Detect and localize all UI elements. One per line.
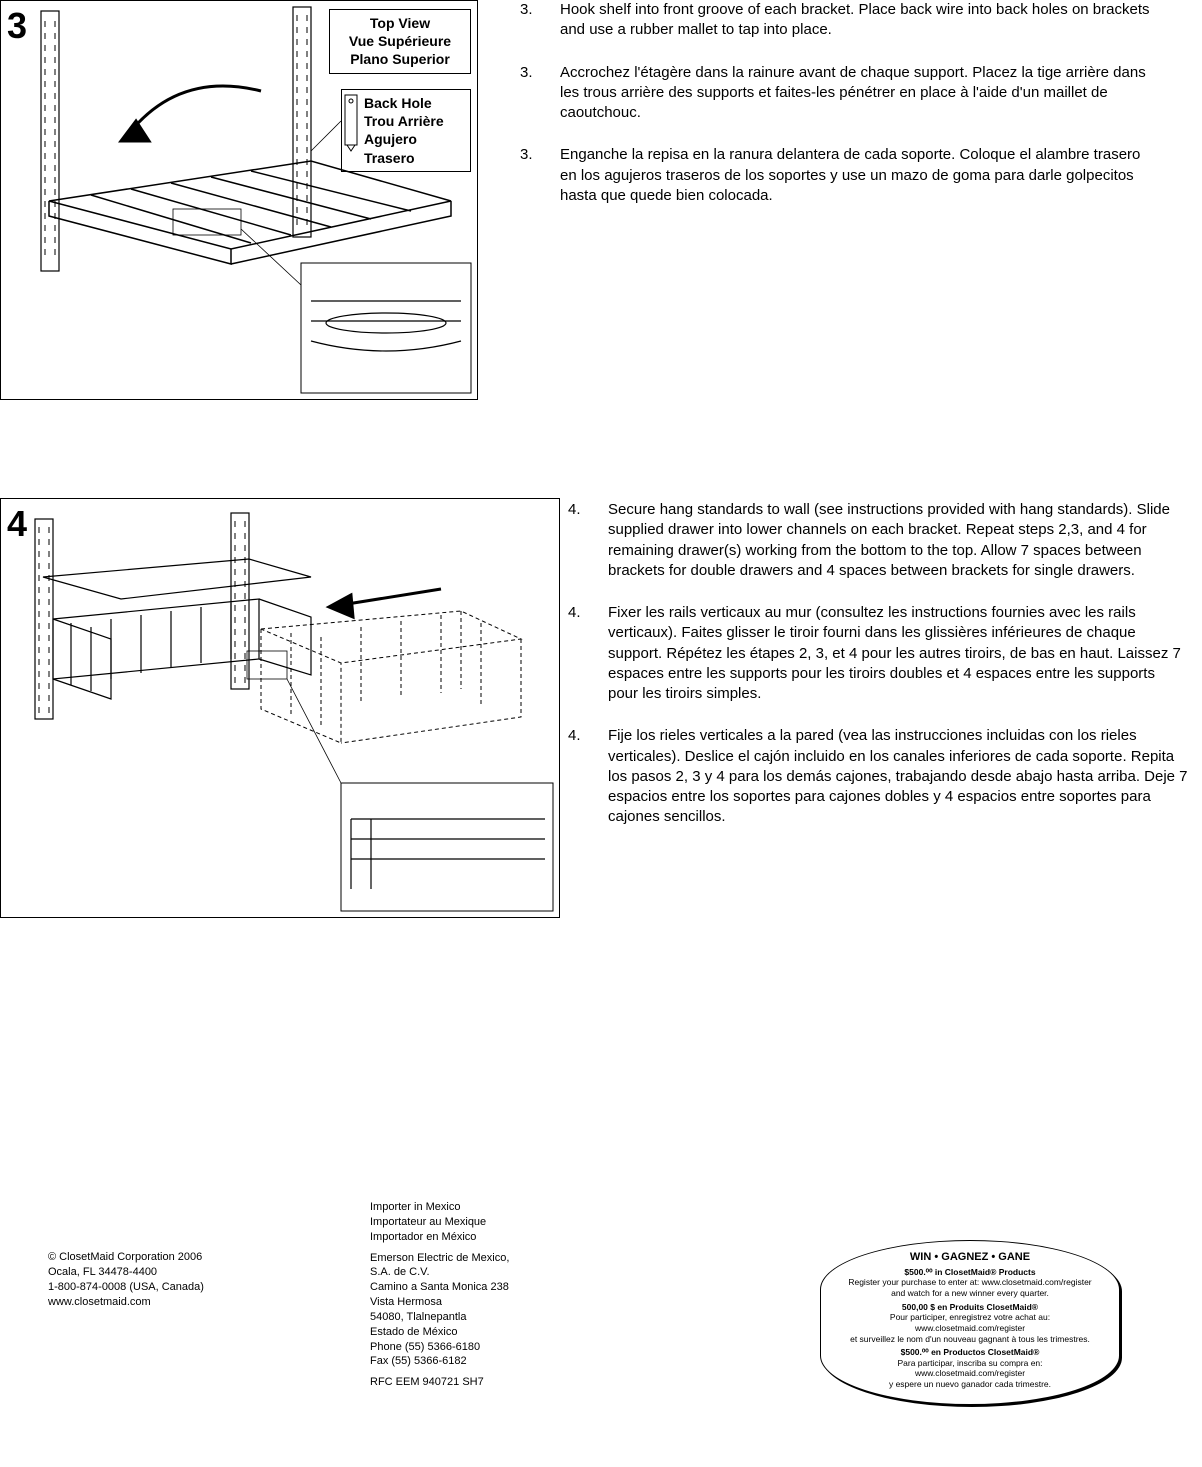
- web: www.closetmaid.com: [48, 1295, 204, 1310]
- importer-es: Importador en México: [370, 1230, 509, 1245]
- step3-drawing: [1, 1, 479, 401]
- step4-instructions: 4. Secure hang standards to wall (see in…: [568, 500, 1188, 850]
- promo-es4: y espere un nuevo ganador cada trimestre…: [841, 1379, 1099, 1390]
- promo-fr1: 500,00 $ en Produits ClosetMaid®: [841, 1302, 1099, 1313]
- promo-en1: $500.⁰⁰ in ClosetMaid® Products: [841, 1267, 1099, 1278]
- step3-instructions: 3. Hook shelf into front groove of each …: [520, 0, 1160, 228]
- promo-fr3: et surveillez le nom d'un nouveau gagnan…: [841, 1334, 1099, 1345]
- promo-badge: WIN • GAGNEZ • GANE $500.⁰⁰ in ClosetMai…: [820, 1240, 1120, 1405]
- mid-l3: Camino a Santa Monica 238: [370, 1280, 509, 1295]
- step3-num-es: 3.: [520, 145, 560, 206]
- mid-l5: 54080, Tlalnepantla: [370, 1310, 509, 1325]
- mid-l1: Emerson Electric de Mexico,: [370, 1251, 509, 1266]
- promo-es3: www.closetmaid.com/register: [841, 1368, 1099, 1379]
- step4-drawing: [1, 499, 561, 919]
- promo-es1: $500.⁰⁰ en Productos ClosetMaid®: [841, 1347, 1099, 1358]
- mid-rfc: RFC EEM 940721 SH7: [370, 1375, 509, 1390]
- mid-l7: Phone (55) 5366-6180: [370, 1340, 509, 1355]
- mid-l8: Fax (55) 5366-6182: [370, 1354, 509, 1369]
- copyright: © ClosetMaid Corporation 2006: [48, 1250, 204, 1265]
- step3-text-fr: Accrochez l'étagère dans la rainure avan…: [560, 63, 1160, 124]
- phone: 1-800-874-0008 (USA, Canada): [48, 1280, 204, 1295]
- promo-fr2: Pour participer, enregistrez votre achat…: [841, 1312, 1099, 1333]
- step3-text-es: Enganche la repisa en la ranura delanter…: [560, 145, 1160, 206]
- mid-l4: Vista Hermosa: [370, 1295, 509, 1310]
- addr: Ocala, FL 34478-4400: [48, 1265, 204, 1280]
- step4-text-es: Fije los rieles verticales a la pared (v…: [608, 726, 1188, 827]
- step4-text-fr: Fixer les rails verticaux au mur (consul…: [608, 603, 1188, 704]
- step3-num-fr: 3.: [520, 63, 560, 124]
- promo-en2: Register your purchase to enter at: www.…: [841, 1277, 1099, 1288]
- promo-hdr: WIN • GAGNEZ • GANE: [841, 1251, 1099, 1265]
- step4-num-es: 4.: [568, 726, 608, 827]
- importer-fr: Importateur au Mexique: [370, 1215, 509, 1230]
- footer-left: © ClosetMaid Corporation 2006 Ocala, FL …: [48, 1250, 204, 1309]
- mid-l6: Estado de México: [370, 1325, 509, 1340]
- step4-num-fr: 4.: [568, 603, 608, 704]
- step3-diagram: 3 Top View Vue Supérieure Plano Superior…: [0, 0, 478, 400]
- mid-l2: S.A. de C.V.: [370, 1265, 509, 1280]
- step3-num-en: 3.: [520, 0, 560, 41]
- promo-en3: and watch for a new winner every quarter…: [841, 1288, 1099, 1299]
- step4-text-en: Secure hang standards to wall (see instr…: [608, 500, 1188, 581]
- step4-diagram: 4: [0, 498, 560, 918]
- step4-num-en: 4.: [568, 500, 608, 581]
- importer-en: Importer in Mexico: [370, 1200, 509, 1215]
- step3-text-en: Hook shelf into front groove of each bra…: [560, 0, 1160, 41]
- promo-es2: Para participar, inscriba su compra en:: [841, 1358, 1099, 1369]
- footer-mid: Importer in Mexico Importateur au Mexiqu…: [370, 1200, 509, 1390]
